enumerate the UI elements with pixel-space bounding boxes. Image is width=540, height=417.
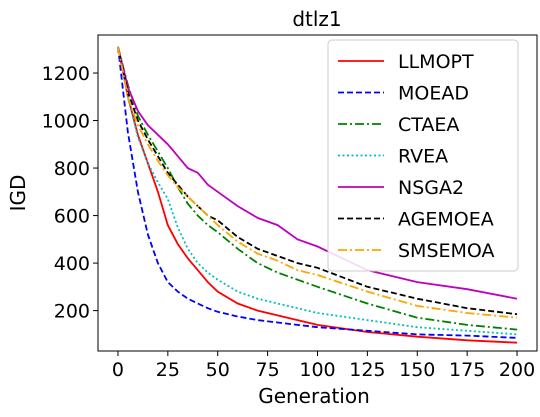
legend-label-smsemoa: SMSEMOA	[398, 240, 495, 262]
y-tick-label: 600	[54, 206, 90, 228]
x-tick-label: 125	[349, 359, 385, 381]
legend-label-agemoea: AGEMOEA	[398, 209, 494, 231]
x-tick-label: 175	[449, 359, 485, 381]
y-axis: 200 400 600 800 1000 1200	[42, 63, 98, 323]
series-line-ctaea	[117, 46, 518, 331]
series-line-moead	[117, 46, 518, 339]
legend-box	[327, 39, 519, 272]
series-line-agemoea	[117, 46, 518, 316]
y-tick-label: 1200	[42, 63, 90, 85]
x-tick-label: 0	[112, 359, 124, 381]
legend: LLMOPT MOEAD CTAEA RVEA NSGA2 AGEMOEA SMSEMOA	[327, 39, 519, 272]
legend-label-llmopt: LLMOPT	[398, 51, 474, 73]
x-tick-label: 150	[399, 359, 435, 381]
legend-label-rvea: RVEA	[398, 146, 448, 168]
legend-label-ctaea: CTAEA	[398, 114, 459, 136]
series-line-smsemoa	[117, 46, 518, 319]
legend-label-nsga2: NSGA2	[398, 177, 464, 199]
series-line-rvea	[117, 46, 518, 336]
x-axis-label: Generation	[258, 384, 370, 408]
y-tick-label: 1000	[42, 111, 90, 133]
y-axis-label: IGD	[6, 175, 30, 212]
x-axis: 0 25 50 75 100 125 150 175 200	[112, 351, 535, 381]
chart-title: dtlz1	[292, 7, 341, 31]
x-tick-label: 200	[499, 359, 535, 381]
x-tick-label: 75	[256, 359, 280, 381]
y-tick-label: 800	[54, 158, 90, 180]
x-tick-label: 25	[156, 359, 180, 381]
x-tick-label: 50	[206, 359, 230, 381]
legend-label-moead: MOEAD	[398, 83, 469, 105]
y-tick-label: 200	[54, 301, 90, 323]
y-tick-label: 400	[54, 253, 90, 275]
x-tick-label: 100	[299, 359, 335, 381]
